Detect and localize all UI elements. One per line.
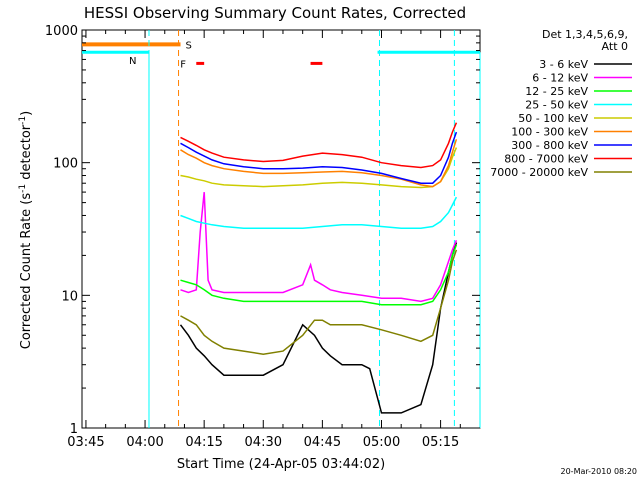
x-tick-label: 03:45 [67, 435, 104, 450]
footer-timestamp: 20-Mar-2010 08:20 [561, 467, 638, 476]
night-flag-label: N [129, 56, 136, 67]
saa-flag-label: S [186, 40, 192, 51]
y-tick-label: 1 [70, 422, 78, 437]
legend-label: 3 - 6 keV [539, 58, 588, 71]
legend-header-1: Det 1,3,4,5,6,9, [542, 28, 628, 41]
series-line-6 [180, 131, 458, 184]
y-axis-label: Corrected Count Rate (s-1 detector-1) [18, 111, 34, 349]
y-tick-label: 1000 [45, 24, 78, 39]
y-tick-label: 100 [53, 157, 78, 172]
legend-label: 800 - 7000 keV [504, 153, 588, 166]
series-line-7 [180, 122, 458, 169]
legend-label: 7000 - 20000 keV [490, 166, 588, 179]
x-tick-label: 04:15 [185, 435, 222, 450]
series-line-2 [180, 244, 458, 306]
series-line-0 [179, 242, 458, 414]
x-tick-label: 04:30 [245, 435, 282, 450]
y-axis-label-start: Corrected Count Rate (s [19, 193, 34, 350]
y-axis-label-end: ) [19, 111, 34, 116]
legend-label: 50 - 100 keV [518, 112, 588, 125]
flare-flag-label: F [180, 59, 186, 70]
x-tick-label: 04:45 [304, 435, 341, 450]
x-axis: 03:45 04:00 04:15 04:30 04:45 05:00 05:15 [67, 30, 461, 450]
y-axis-label-mid: detector [19, 124, 34, 184]
series-line-5 [180, 139, 458, 188]
y-tick-label: 10 [61, 289, 78, 304]
series-line-8 [180, 249, 458, 355]
series-lines [179, 122, 458, 414]
series-line-1 [180, 192, 458, 303]
legend-label: 100 - 300 keV [511, 126, 588, 139]
x-axis-label: Start Time (24-Apr-05 03:44:02) [177, 457, 385, 472]
legend-label: 6 - 12 keV [532, 72, 588, 85]
interval-markers [148, 30, 455, 428]
x-tick-label: 04:00 [126, 435, 163, 450]
status-flags: S N F [82, 40, 481, 428]
x-tick-label: 05:00 [363, 435, 400, 450]
chart-title: HESSI Observing Summary Count Rates, Cor… [84, 4, 466, 22]
y-axis-label-sup-1: -1 [18, 184, 28, 193]
x-tick-label: 05:15 [422, 435, 459, 450]
legend-label: 300 - 800 keV [511, 139, 588, 152]
series-line-3 [180, 196, 458, 230]
legend-label: 12 - 25 keV [525, 85, 588, 98]
legend-header-2: Att 0 [602, 40, 628, 53]
legend-label: 25 - 50 keV [525, 99, 588, 112]
y-axis-label-sup-2: -1 [18, 116, 28, 125]
